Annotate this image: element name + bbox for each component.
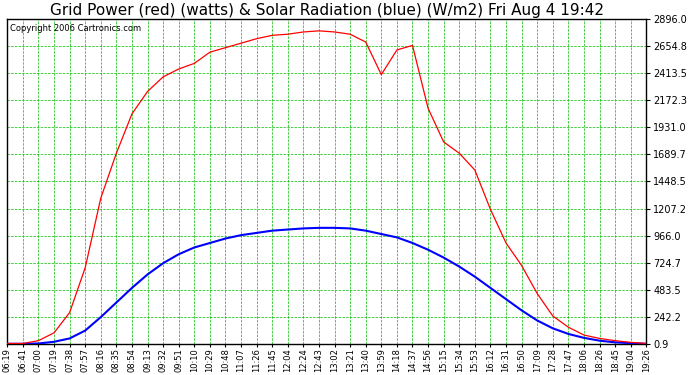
Title: Grid Power (red) (watts) & Solar Radiation (blue) (W/m2) Fri Aug 4 19:42: Grid Power (red) (watts) & Solar Radiati… [50, 3, 604, 18]
Text: Copyright 2006 Cartronics.com: Copyright 2006 Cartronics.com [10, 24, 141, 33]
